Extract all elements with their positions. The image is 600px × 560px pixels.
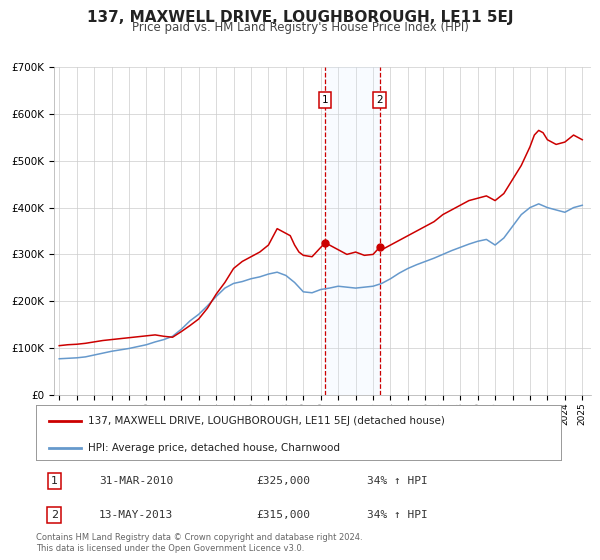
Text: 1: 1 (51, 476, 58, 486)
Text: £315,000: £315,000 (257, 510, 311, 520)
Text: 13-MAY-2013: 13-MAY-2013 (99, 510, 173, 520)
Text: Contains HM Land Registry data © Crown copyright and database right 2024.
This d: Contains HM Land Registry data © Crown c… (36, 533, 362, 553)
Text: 2: 2 (376, 95, 383, 105)
Text: HPI: Average price, detached house, Charnwood: HPI: Average price, detached house, Char… (89, 444, 341, 453)
Text: 1: 1 (322, 95, 328, 105)
Text: 137, MAXWELL DRIVE, LOUGHBOROUGH, LE11 5EJ: 137, MAXWELL DRIVE, LOUGHBOROUGH, LE11 5… (87, 10, 513, 25)
Text: Price paid vs. HM Land Registry's House Price Index (HPI): Price paid vs. HM Land Registry's House … (131, 21, 469, 34)
Text: £325,000: £325,000 (257, 476, 311, 486)
Text: 34% ↑ HPI: 34% ↑ HPI (367, 476, 427, 486)
Text: 137, MAXWELL DRIVE, LOUGHBOROUGH, LE11 5EJ (detached house): 137, MAXWELL DRIVE, LOUGHBOROUGH, LE11 5… (89, 416, 445, 426)
Text: 2: 2 (51, 510, 58, 520)
Text: 31-MAR-2010: 31-MAR-2010 (99, 476, 173, 486)
Bar (325, 67, 380, 395)
Text: 34% ↑ HPI: 34% ↑ HPI (367, 510, 427, 520)
